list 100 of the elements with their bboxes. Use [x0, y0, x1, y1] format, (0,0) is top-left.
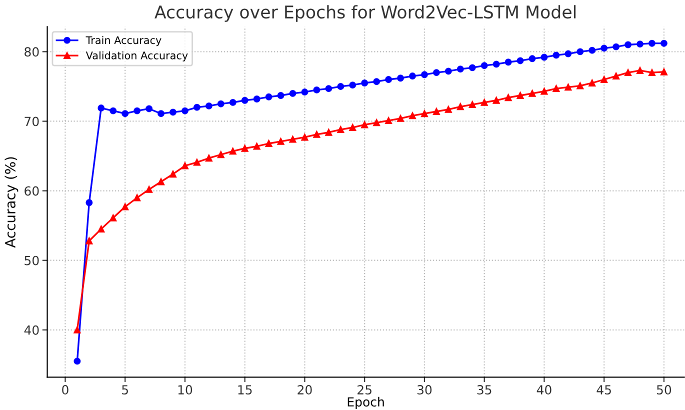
y-axis-title: Accuracy (%) [4, 157, 18, 248]
point [241, 144, 248, 152]
point [480, 62, 488, 70]
point [492, 96, 500, 104]
point [229, 98, 236, 106]
point [409, 72, 416, 80]
point [576, 82, 584, 90]
point [492, 60, 500, 68]
y-tick-label: 80 [24, 47, 39, 57]
y-tick-label: 70 [24, 116, 39, 126]
point [170, 108, 176, 116]
point [134, 194, 141, 202]
x-axis-title: Epoch [348, 396, 384, 410]
x-tick-label: 45 [596, 385, 611, 395]
point [229, 148, 236, 155]
point [588, 80, 596, 86]
point [361, 121, 368, 128]
point [86, 199, 93, 206]
point [373, 119, 380, 126]
point [432, 108, 440, 115]
y-tick-label: 50 [24, 256, 39, 266]
point [241, 96, 248, 104]
point [289, 136, 296, 143]
y-tick-label: 40 [24, 325, 39, 335]
point [301, 134, 308, 141]
point [98, 226, 105, 233]
point [98, 104, 105, 112]
point [253, 96, 260, 102]
point [397, 74, 404, 82]
point [516, 57, 524, 64]
point [74, 358, 81, 365]
point [337, 126, 344, 134]
point [134, 107, 141, 114]
point [612, 72, 620, 80]
point [564, 84, 572, 91]
point [313, 86, 320, 94]
point [86, 237, 93, 244]
point [528, 90, 536, 97]
point [420, 110, 428, 118]
point [600, 76, 608, 83]
point [301, 88, 308, 96]
x-tick-label: 50 [656, 385, 672, 395]
point [337, 82, 344, 90]
point [217, 151, 224, 158]
y-tick-label: 60 [24, 186, 39, 196]
point [349, 124, 356, 131]
x-tick-label: 10 [178, 385, 192, 395]
legend-label: Train Accuracy [86, 36, 162, 46]
point [612, 43, 620, 50]
point [277, 92, 284, 99]
x-tick-label: 20 [298, 385, 312, 395]
point [253, 142, 260, 150]
x-tick-label: 0 [62, 385, 68, 395]
point [170, 170, 176, 178]
point [552, 85, 560, 92]
point [265, 93, 272, 100]
point [600, 44, 608, 52]
point [146, 186, 153, 193]
point [468, 64, 476, 72]
point [528, 55, 536, 62]
point [444, 106, 452, 113]
point [624, 41, 632, 48]
point [385, 117, 392, 124]
point [432, 69, 440, 76]
point [648, 40, 656, 47]
x-tick-label: 5 [122, 385, 128, 395]
point [636, 66, 644, 74]
point [636, 40, 644, 48]
point [313, 130, 320, 138]
point [552, 52, 560, 59]
point [277, 138, 284, 145]
legend-label: Validation Accuracy [86, 51, 188, 62]
point [660, 40, 668, 47]
point [146, 105, 153, 112]
point [385, 76, 392, 83]
point [325, 85, 332, 92]
x-tick-label: 35 [477, 385, 492, 395]
point [205, 154, 212, 162]
point [217, 100, 224, 108]
point [373, 78, 380, 86]
point [504, 94, 512, 102]
point [74, 326, 81, 334]
chart-title: Accuracy over Epochs for Word2Vec-LSTM Model [154, 5, 576, 22]
point [540, 54, 548, 61]
point [110, 214, 117, 222]
point [588, 46, 596, 54]
point [182, 162, 188, 170]
point [420, 71, 428, 78]
point [480, 98, 488, 106]
point [265, 140, 272, 147]
point [110, 107, 117, 114]
point [456, 103, 464, 110]
point [325, 128, 332, 136]
point [158, 178, 164, 186]
point [349, 82, 356, 89]
x-tick-label: 15 [238, 385, 252, 395]
point [648, 69, 656, 76]
point [576, 48, 584, 56]
point [361, 80, 368, 86]
point [456, 66, 464, 73]
